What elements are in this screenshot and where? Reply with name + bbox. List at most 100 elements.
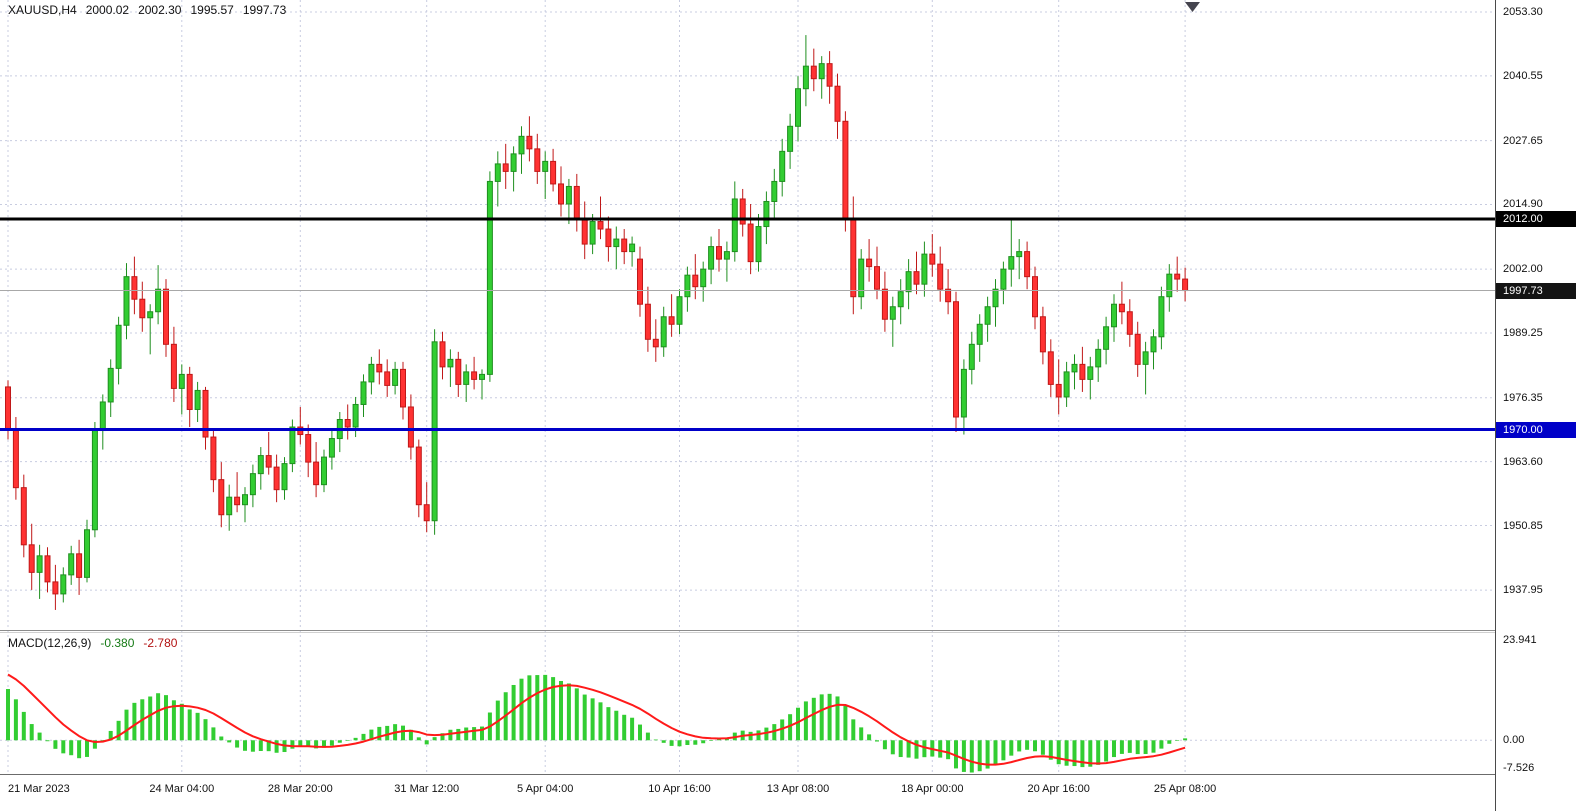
- macd-histogram-bar: [13, 699, 18, 741]
- macd-histogram-bar: [756, 730, 761, 741]
- candle: [771, 168, 778, 220]
- macd-histogram-bar: [693, 740, 698, 745]
- macd-histogram-bar: [661, 740, 666, 743]
- macd-histogram-bar: [416, 737, 421, 741]
- candle: [881, 271, 888, 332]
- candle: [1024, 241, 1031, 290]
- candle: [155, 265, 162, 325]
- time-axis[interactable]: 21 Mar 2023 24 Mar 04:00 28 Mar 20:00 31 Ma…: [0, 774, 1576, 811]
- macd-histogram-bar: [914, 740, 919, 759]
- candle: [163, 279, 169, 357]
- macd-histogram-bar: [1017, 740, 1022, 752]
- macd-histogram-bar: [1119, 740, 1124, 754]
- macd-histogram-bar: [1127, 740, 1132, 753]
- chart-shift-icon[interactable]: [1185, 2, 1200, 12]
- candle: [186, 366, 193, 428]
- macd-histogram-bar: [1088, 740, 1093, 767]
- candle: [613, 226, 620, 270]
- candle: [1095, 339, 1102, 382]
- candle: [249, 464, 256, 508]
- macd-histogram-bar: [116, 720, 121, 741]
- macd-main-value: -0.380: [100, 636, 135, 650]
- macd-histogram-bar: [6, 689, 10, 741]
- candle: [368, 356, 375, 395]
- candle: [889, 296, 896, 347]
- macd-histogram-bar: [1040, 740, 1045, 755]
- candle: [502, 143, 509, 189]
- macd-histogram-bar: [985, 740, 990, 769]
- price-tick: 2002.00: [1503, 263, 1543, 276]
- candle: [131, 256, 138, 315]
- candle: [99, 394, 106, 450]
- macd-histogram-bar: [385, 725, 390, 741]
- macd-histogram-bar: [898, 740, 903, 758]
- candle: [471, 356, 478, 390]
- macd-histogram-bar: [1135, 740, 1140, 755]
- time-tick-label: 20 Apr 16:00: [1027, 783, 1090, 795]
- candle: [479, 369, 485, 400]
- candle: [1150, 329, 1157, 370]
- candle: [921, 241, 928, 297]
- macd-histogram-bar: [590, 698, 595, 741]
- macd-tick: 0.00: [1503, 734, 1525, 747]
- candle: [107, 359, 114, 417]
- candle: [858, 249, 865, 310]
- candle: [984, 296, 991, 342]
- macd-histogram-bar: [867, 734, 872, 741]
- chart-ohlc-header: XAUUSD,H4 2000.02 2002.30 1995.57 1997.7…: [8, 3, 286, 17]
- macd-histogram-bar: [701, 740, 706, 744]
- macd-histogram-bar: [179, 703, 184, 741]
- macd-histogram-bar: [448, 729, 453, 741]
- candle: [1166, 264, 1173, 312]
- candle: [313, 442, 320, 498]
- macd-histogram-bar: [1009, 740, 1014, 756]
- macd-histogram-bar: [92, 740, 97, 749]
- macd-histogram-bar: [922, 740, 927, 758]
- current-price-badge: 1997.73: [1496, 282, 1576, 299]
- macd-histogram-bar: [85, 740, 89, 757]
- macd-histogram-bar: [1167, 740, 1172, 744]
- macd-histogram-bar: [819, 694, 824, 741]
- candle: [1182, 267, 1189, 302]
- candle: [344, 404, 351, 440]
- macd-histogram-bar: [946, 740, 951, 760]
- candle: [708, 236, 715, 285]
- candle: [1103, 316, 1110, 365]
- candle: [431, 329, 438, 535]
- macd-histogram-bar: [969, 740, 974, 773]
- candle: [289, 419, 296, 473]
- candle: [494, 151, 501, 207]
- candle: [376, 349, 383, 385]
- macd-histogram-bar: [401, 725, 405, 741]
- macd-histogram-bar: [306, 740, 311, 747]
- macd-histogram-bar: [1151, 740, 1156, 753]
- symbol-timeframe-label: XAUUSD,H4: [8, 3, 77, 17]
- time-tick-label: 13 Apr 08:00: [766, 783, 830, 795]
- macd-histogram-bar: [156, 693, 161, 741]
- time-tick-label: 5 Apr 04:00: [517, 783, 574, 795]
- macd-histogram-bar: [788, 714, 793, 741]
- macd-histogram-bar: [337, 740, 342, 743]
- macd-histogram-bar: [598, 702, 603, 741]
- time-tick-label: 21 Mar 2023: [8, 783, 70, 795]
- macd-histogram-bar: [250, 740, 255, 752]
- macd-histogram-bar: [480, 726, 484, 741]
- time-tick-label: 25 Apr 08:00: [1153, 783, 1217, 795]
- macd-histogram-bar: [890, 740, 895, 755]
- price-axis[interactable]: 2012.00 1970.00 1997.73 2053.30 2040.55 2027.…: [1495, 0, 1576, 811]
- macd-histogram-bar: [424, 740, 429, 745]
- macd-histogram-bar: [614, 710, 619, 741]
- candle: [1118, 281, 1125, 325]
- candle: [1079, 346, 1086, 392]
- candle: [1047, 339, 1054, 397]
- time-tick-label: 31 Mar 12:00: [394, 783, 460, 795]
- macd-histogram-bar: [796, 707, 800, 741]
- candle: [28, 523, 35, 590]
- candle: [84, 519, 90, 583]
- macd-histogram-bar: [748, 731, 753, 741]
- macd-histogram-bar: [408, 729, 413, 741]
- candle: [1111, 294, 1117, 342]
- price-tick: 2053.30: [1503, 6, 1543, 19]
- macd-histogram-bar: [527, 675, 532, 741]
